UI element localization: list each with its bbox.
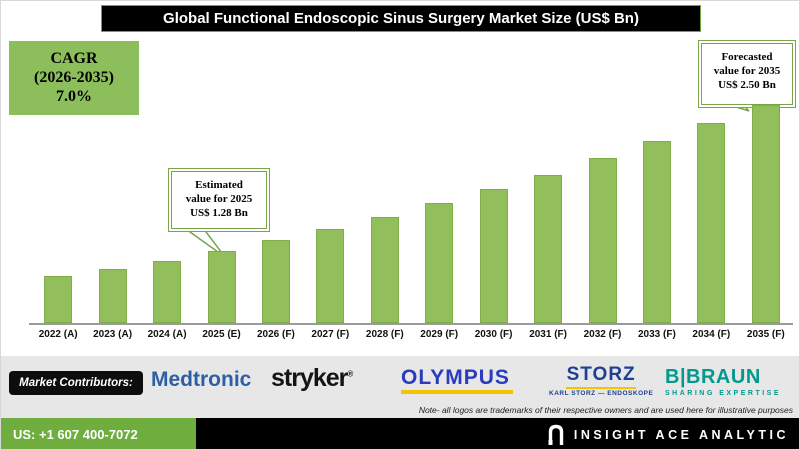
cagr-label: CAGR (50, 50, 98, 67)
karl-storz-logo: STORZ KARL STORZ — ENDOSKOPE (549, 364, 653, 397)
bar-2031 (F) (534, 175, 563, 323)
bar-2028 (F) (370, 217, 399, 323)
x-tick-label: 2029 (F) (420, 329, 459, 340)
x-tick-label: 2030 (F) (474, 329, 513, 340)
brand-block: INSIGHT ACE ANALYTIC (546, 418, 789, 449)
callout-line: value for 2025 (185, 193, 253, 205)
callout-line: value for 2035 (713, 65, 781, 77)
cagr-value: 7.0% (56, 88, 92, 105)
stryker-wordmark: stryker (271, 364, 348, 392)
x-tick-label: 2035 (F) (746, 329, 785, 340)
storz-subtitle: KARL STORZ — ENDOSKOPE (549, 390, 654, 397)
callout-estimated-2025: Estimated value for 2025 US$ 1.28 Bn (171, 171, 267, 229)
x-tick-label: 2024 (A) (147, 329, 187, 340)
trademark-note: Note- all logos are trademarks of their … (418, 405, 793, 415)
callout-forecast-2035: Forecasted value for 2035 US$ 2.50 Bn (701, 43, 793, 105)
page-title: Global Functional Endoscopic Sinus Surge… (101, 5, 701, 32)
storz-wordmark: STORZ (566, 364, 636, 385)
x-tick-label: 2027 (F) (311, 329, 350, 340)
callout-line: Estimated (195, 179, 243, 191)
footer: US: +1 607 400-7072 INSIGHT ACE ANALYTIC (1, 418, 799, 449)
bar-2032 (F) (588, 158, 617, 323)
x-tick-label: 2023 (A) (93, 329, 133, 340)
bar-2029 (F) (425, 203, 454, 323)
bar-2023 (A) (98, 269, 127, 323)
callout-line: US$ 1.28 Bn (190, 207, 248, 219)
brand-name: INSIGHT ACE ANALYTIC (573, 427, 789, 442)
x-tick-label: 2033 (F) (637, 329, 676, 340)
stryker-logo: stryker® (271, 364, 353, 393)
x-tick-label: 2025 (E) (202, 329, 241, 340)
bar-2035 (F) (751, 105, 780, 323)
market-contributors-label: Market Contributors: (9, 371, 143, 395)
callout-line: Forecasted (721, 51, 773, 63)
x-tick-label: 2022 (A) (38, 329, 78, 340)
medtronic-logo: Medtronic (151, 368, 252, 391)
bar-2026 (F) (261, 240, 290, 323)
bar-2025 (E) (207, 251, 236, 323)
x-tick-label: 2031 (F) (529, 329, 567, 340)
bar-2033 (F) (642, 141, 671, 323)
x-tick-label: 2028 (F) (365, 329, 404, 340)
insight-ace-logo-icon (548, 424, 564, 445)
x-tick-label: 2026 (F) (256, 329, 295, 340)
bar-2024 (A) (153, 261, 182, 323)
cagr-box: CAGR (2026-2035) 7.0% (9, 41, 139, 115)
olympus-logo: OLYMPUS (401, 366, 510, 389)
bbraun-logo: B|BRAUN SHARING EXPERTISE (665, 366, 781, 397)
bar-2022 (A) (44, 276, 73, 323)
x-tick-label: 2032 (F) (583, 329, 622, 340)
bar-2027 (F) (316, 229, 345, 323)
x-tick-label: 2034 (F) (692, 329, 731, 340)
contributors-strip: Market Contributors: Medtronic stryker® … (1, 356, 799, 418)
cagr-period: (2026-2035) (34, 69, 114, 86)
x-axis-line (29, 323, 793, 325)
bbraun-tagline: SHARING EXPERTISE (665, 390, 782, 397)
phone-number: US: +1 607 400-7072 (1, 418, 196, 449)
olympus-underline (401, 390, 513, 394)
bar-2034 (F) (697, 123, 726, 323)
registered-mark: ® (347, 369, 354, 379)
bar-2030 (F) (479, 189, 508, 323)
storz-accent-line (566, 387, 637, 389)
callout-line: US$ 2.50 Bn (718, 79, 776, 91)
bbraun-wordmark: B|BRAUN (665, 366, 761, 388)
